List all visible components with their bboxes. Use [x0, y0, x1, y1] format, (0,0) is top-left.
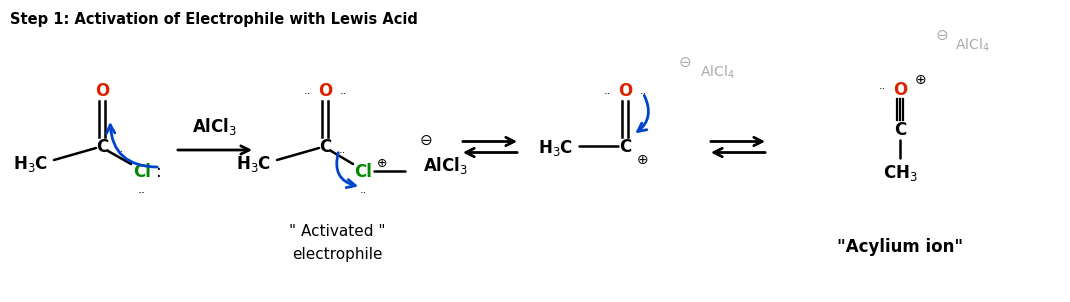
Text: :: : [156, 163, 162, 181]
Text: O: O [318, 82, 332, 100]
Text: electrophile: electrophile [292, 246, 382, 262]
Text: ..: .. [117, 144, 124, 154]
Text: H$_3$C: H$_3$C [235, 154, 271, 174]
Text: C: C [319, 138, 331, 156]
Text: $\ominus$: $\ominus$ [419, 133, 432, 147]
Text: ..: .. [603, 86, 611, 96]
Text: O: O [892, 81, 907, 99]
Text: ..: .. [138, 184, 146, 197]
Text: AlCl$_3$: AlCl$_3$ [193, 116, 238, 137]
Text: O: O [617, 82, 632, 100]
Text: C: C [96, 138, 108, 156]
Text: ..: .. [304, 86, 310, 96]
Text: $\oplus$: $\oplus$ [636, 153, 648, 167]
Text: $\ominus$: $\ominus$ [935, 27, 949, 43]
Text: ..: .. [640, 86, 646, 96]
Text: C: C [893, 121, 906, 139]
Text: C: C [618, 138, 631, 156]
Text: AlCl$_3$: AlCl$_3$ [423, 156, 468, 176]
Text: O: O [95, 82, 109, 100]
Text: Step 1: Activation of Electrophile with Lewis Acid: Step 1: Activation of Electrophile with … [10, 12, 418, 27]
Text: ..: .. [338, 145, 346, 155]
Text: AlCl$_4$: AlCl$_4$ [956, 36, 990, 54]
Text: H$_3$C: H$_3$C [538, 138, 574, 158]
Text: " Activated ": " Activated " [289, 224, 385, 239]
Text: $\oplus$: $\oplus$ [914, 73, 927, 87]
Text: ..: .. [878, 81, 886, 91]
Text: H$_3$C: H$_3$C [13, 154, 48, 174]
Text: AlCl$_4$: AlCl$_4$ [700, 63, 735, 81]
Text: Cl: Cl [354, 163, 372, 181]
Text: ..: .. [339, 86, 347, 96]
Text: $\oplus$: $\oplus$ [377, 158, 387, 171]
Text: "Acylium ion": "Acylium ion" [837, 238, 963, 256]
Text: $\ominus$: $\ominus$ [678, 54, 691, 69]
Text: Cl: Cl [133, 163, 151, 181]
Text: CH$_3$: CH$_3$ [883, 163, 917, 183]
Text: ..: .. [360, 185, 367, 195]
